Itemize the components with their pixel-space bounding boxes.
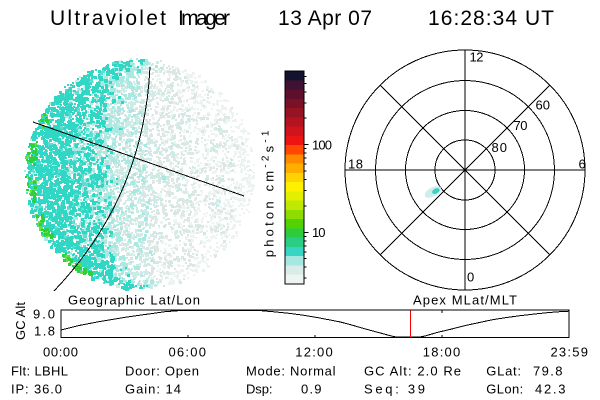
svg-text:1.8: 1.8 (34, 324, 55, 339)
svg-text:80: 80 (492, 140, 508, 155)
svg-text:Geographic Lat/Lon: Geographic Lat/Lon (68, 293, 200, 308)
svg-text:Ultraviolet: Ultraviolet (50, 7, 166, 30)
svg-text:0.9: 0.9 (301, 382, 322, 397)
svg-text:70: 70 (514, 118, 528, 133)
svg-text:79.8: 79.8 (533, 364, 563, 379)
svg-text:18: 18 (348, 157, 363, 172)
svg-text:12:00: 12:00 (295, 345, 333, 360)
svg-text:GLon:: GLon: (486, 382, 523, 397)
svg-text:9.0: 9.0 (33, 307, 55, 322)
svg-text:GLat:: GLat: (486, 364, 521, 379)
svg-text:Door: Open: Door: Open (125, 364, 199, 379)
svg-text:10: 10 (312, 225, 326, 240)
svg-text:12: 12 (470, 50, 484, 65)
svg-text:Mode: Normal: Mode: Normal (246, 364, 336, 379)
svg-text:Flt: LBHL: Flt: LBHL (11, 364, 68, 379)
svg-text:GC Alt: GC Alt (13, 302, 28, 340)
svg-text:Imager: Imager (178, 7, 230, 30)
svg-text:Dsp:: Dsp: (246, 382, 273, 397)
svg-text:6: 6 (579, 157, 586, 172)
svg-text:18:00: 18:00 (423, 345, 461, 360)
svg-text:60: 60 (536, 98, 551, 113)
svg-text:Gain: 14: Gain: 14 (125, 382, 181, 397)
svg-text:photon cm-2s-1: photon cm-2s-1 (261, 127, 277, 257)
svg-text:13 Apr 07: 13 Apr 07 (278, 7, 372, 30)
svg-text:0: 0 (467, 270, 474, 285)
svg-text:06:00: 06:00 (168, 345, 206, 360)
svg-text:GC Alt: 2.0 Re: GC Alt: 2.0 Re (364, 364, 461, 379)
svg-text:42.3: 42.3 (535, 382, 566, 397)
svg-text:00:00: 00:00 (43, 345, 78, 360)
svg-text:100: 100 (312, 138, 332, 153)
svg-text:16:28:34 UT: 16:28:34 UT (428, 7, 554, 30)
svg-text:Apex MLat/MLT: Apex MLat/MLT (413, 293, 517, 308)
svg-text:Seq: 39: Seq: 39 (364, 382, 425, 397)
svg-text:IP: 36.0: IP: 36.0 (11, 382, 62, 397)
svg-text:23:59: 23:59 (550, 345, 588, 360)
